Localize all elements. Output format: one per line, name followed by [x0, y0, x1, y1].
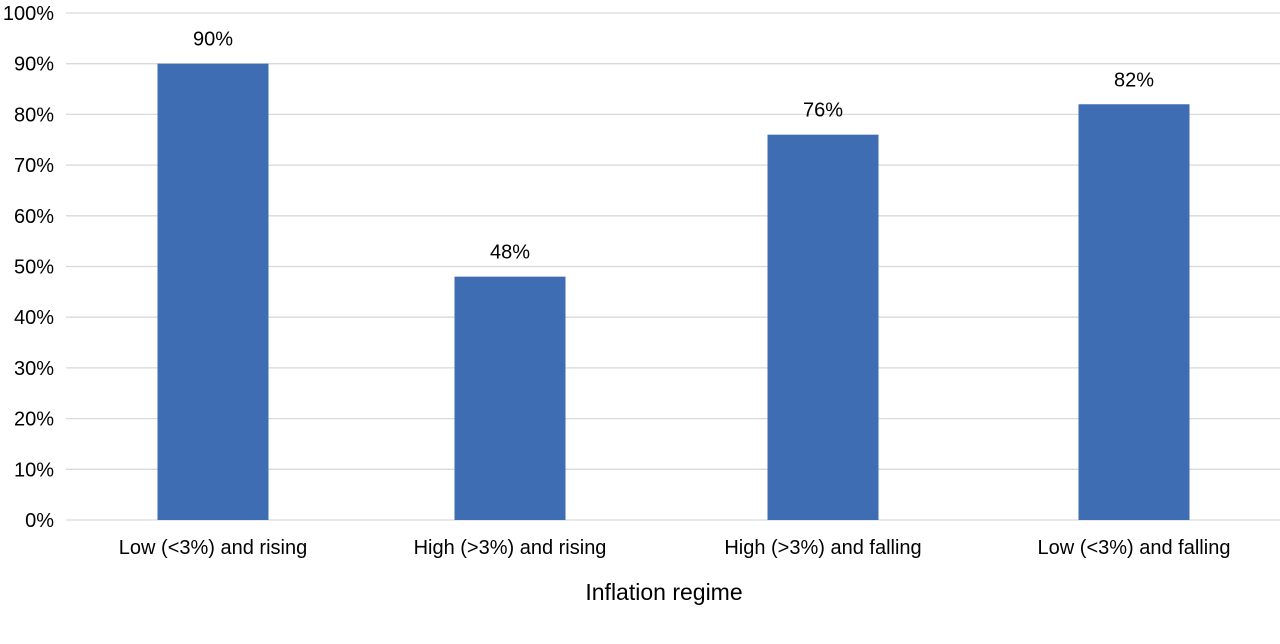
x-category-label: High (>3%) and rising	[414, 537, 607, 559]
bar	[454, 276, 566, 520]
data-label: 82%	[1114, 69, 1154, 91]
y-tick-label: 30%	[14, 358, 54, 380]
y-tick-label: 60%	[14, 206, 54, 228]
data-label: 48%	[490, 242, 530, 264]
x-category-label: Low (<3%) and rising	[119, 537, 307, 559]
y-tick-label: 90%	[14, 54, 54, 76]
data-label: 90%	[193, 29, 233, 51]
y-tick-label: 70%	[14, 155, 54, 177]
x-axis-categories: Low (<3%) and rising High (>3%) and risin…	[119, 537, 1231, 559]
data-label: 76%	[803, 100, 843, 122]
bar	[767, 134, 879, 520]
x-category-label: Low (<3%) and falling	[1038, 537, 1231, 559]
y-tick-label: 50%	[14, 257, 54, 279]
y-tick-label: 80%	[14, 104, 54, 126]
bar	[157, 63, 269, 520]
data-labels: 90% 48% 76% 82%	[193, 29, 1154, 264]
x-category-label: High (>3%) and falling	[724, 537, 921, 559]
y-tick-label: 100%	[3, 3, 54, 25]
x-axis-title: Inflation regime	[585, 579, 742, 605]
y-tick-label: 0%	[25, 510, 54, 532]
bars	[157, 63, 1190, 520]
y-tick-label: 10%	[14, 459, 54, 481]
bar	[1078, 104, 1190, 520]
y-tick-label: 20%	[14, 409, 54, 431]
y-tick-label: 40%	[14, 307, 54, 329]
y-axis-ticks: 0% 10% 20% 30% 40% 50% 60% 70% 80% 90% 100%	[3, 3, 54, 532]
